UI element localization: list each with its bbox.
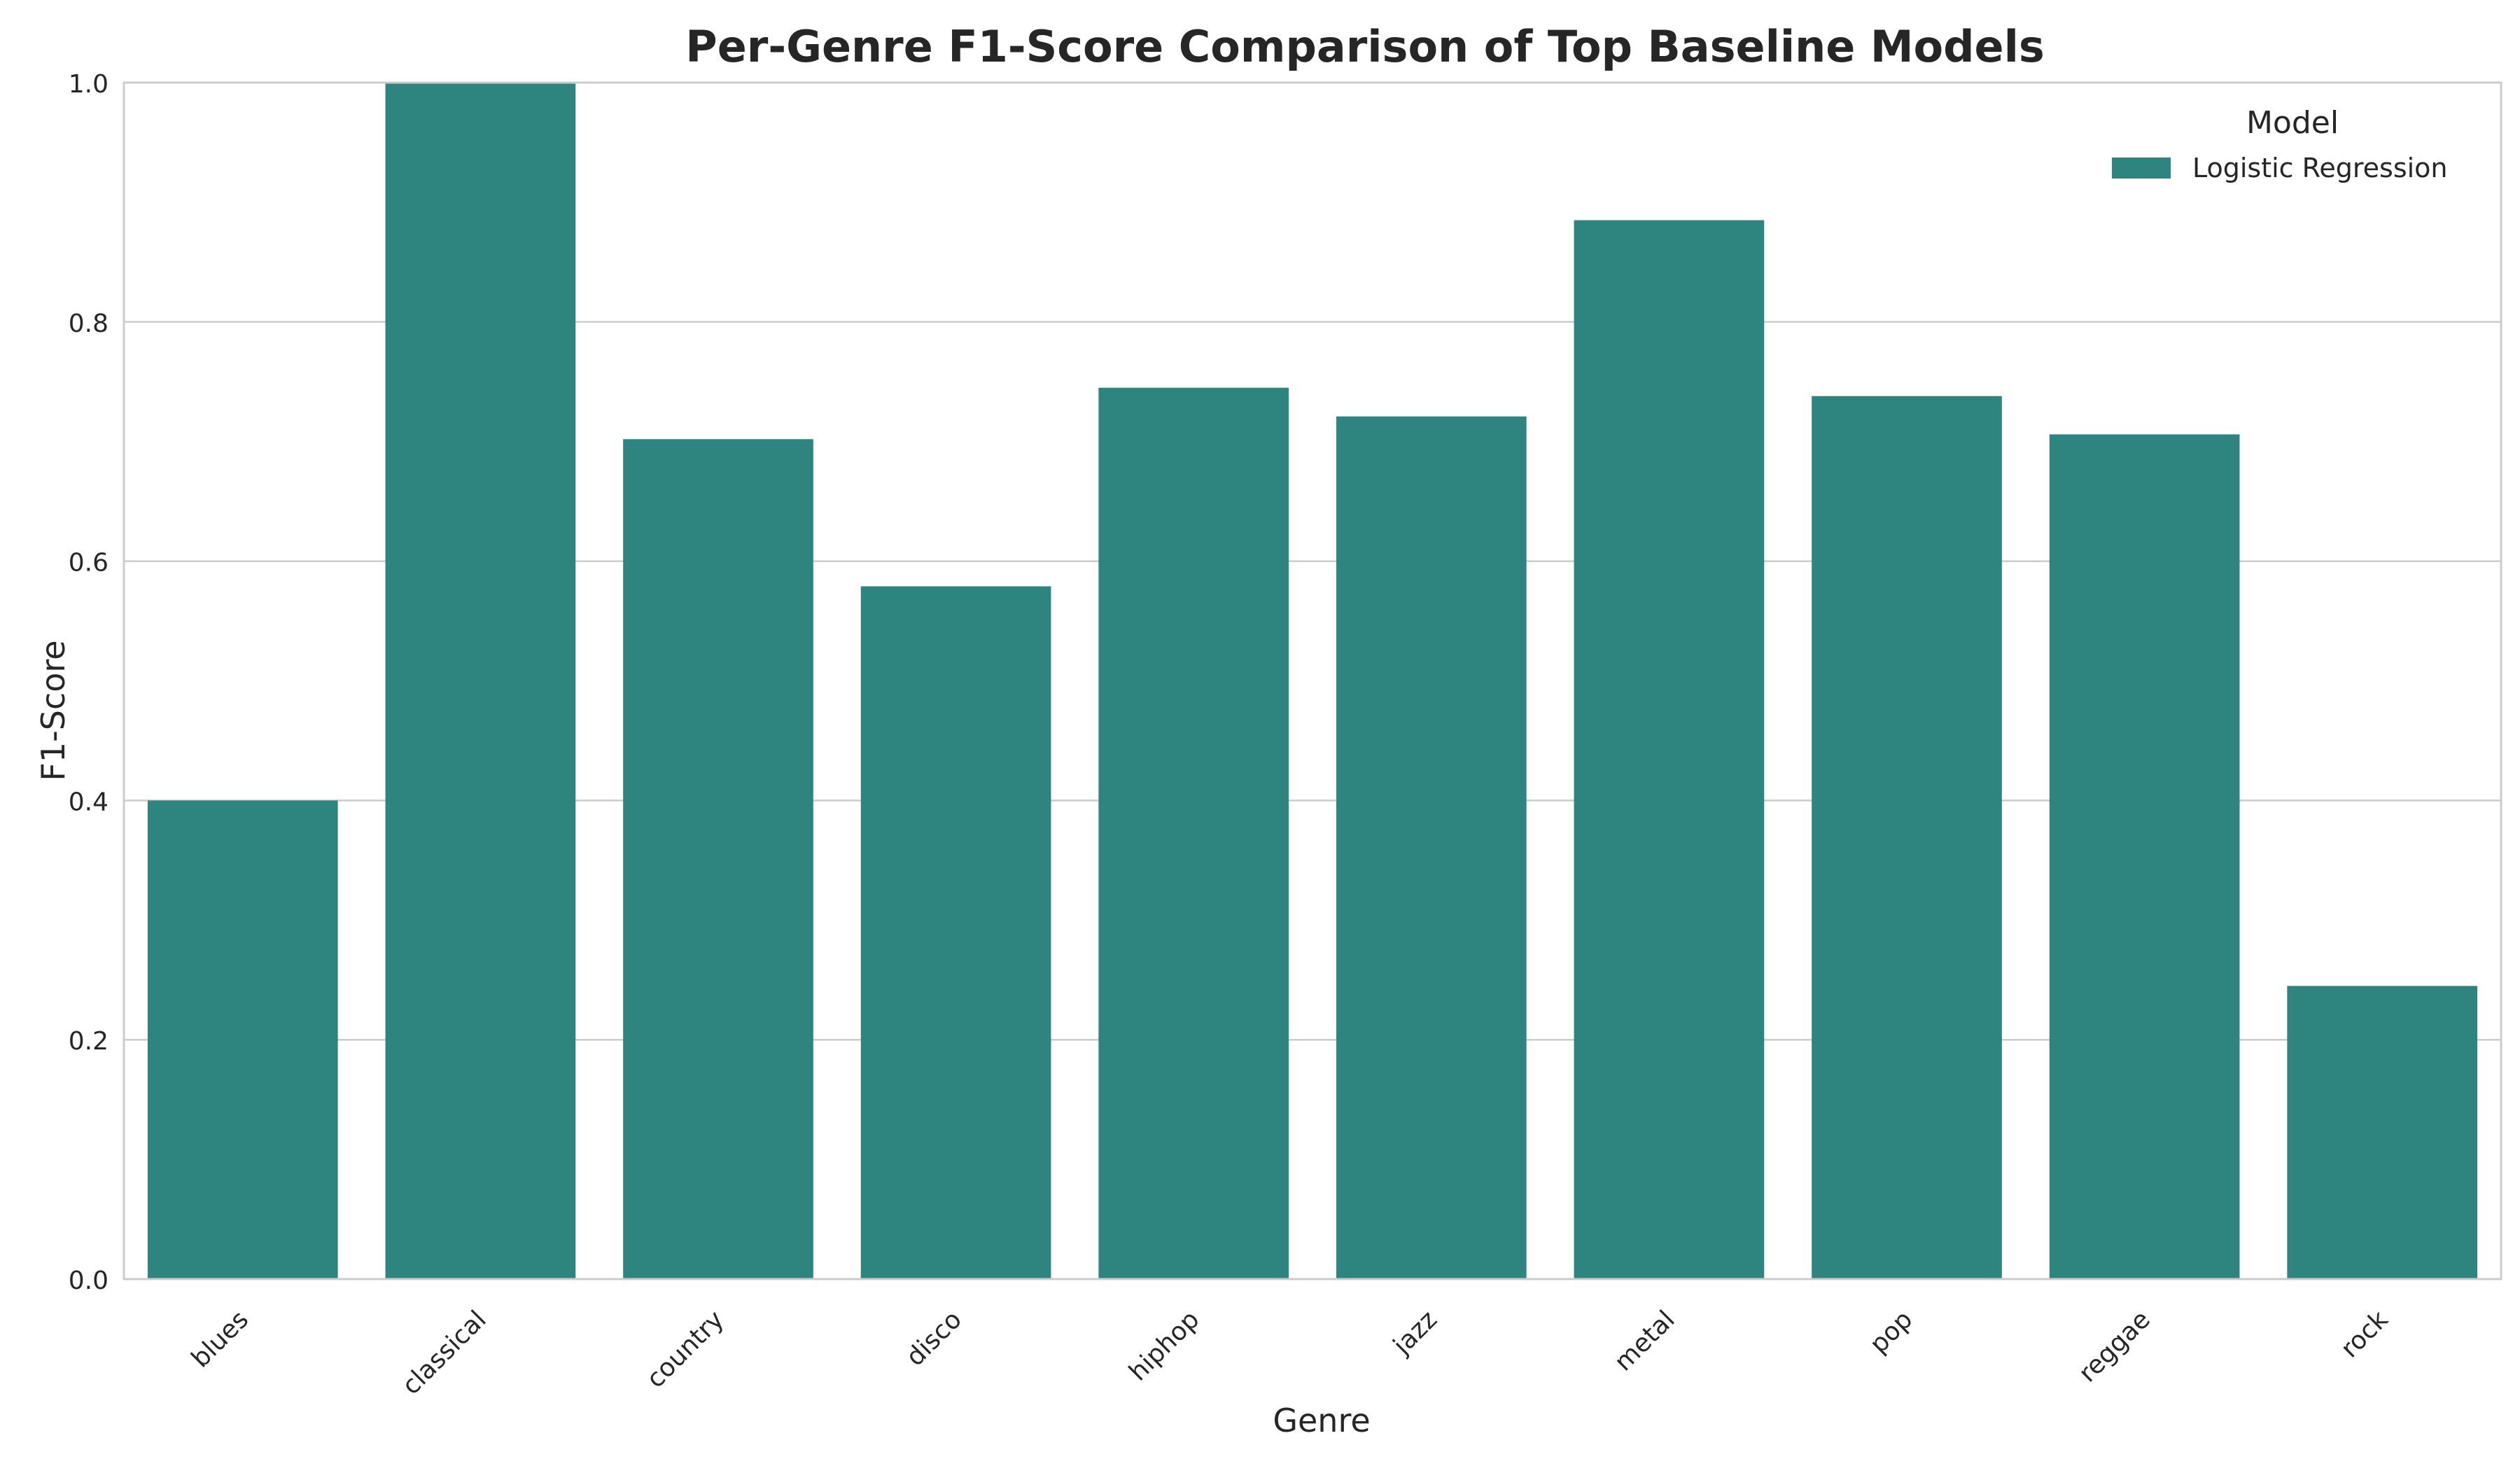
frame-layer	[122, 81, 2502, 1280]
y-tick-label: 0.4	[69, 788, 108, 816]
bar-disco	[860, 586, 1051, 1279]
bar-reggae	[2049, 434, 2240, 1279]
y-tick-label: 1.0	[69, 70, 108, 99]
bar-hiphop	[1098, 387, 1289, 1280]
legend: Model Logistic Regression	[2112, 105, 2448, 183]
bar-pop	[1812, 396, 2002, 1279]
y-tick-label: 0.6	[69, 549, 108, 578]
y-axis-label: F1-Score	[34, 640, 72, 781]
bar-rock	[2287, 986, 2478, 1279]
chart-title: Per-Genre F1-Score Comparison of Top Bas…	[685, 21, 2044, 72]
bar-jazz	[1336, 416, 1527, 1279]
legend-entries: Logistic Regression	[2112, 153, 2448, 183]
bar-classical	[385, 83, 576, 1279]
plot-frame	[122, 81, 2502, 1280]
y-axis-ticks: 0.0 0.2 0.4 0.6 0.8 1.0	[69, 70, 108, 1295]
bar-blues	[147, 800, 338, 1279]
legend-label: Logistic Regression	[2192, 153, 2448, 183]
y-tick-label: 0.0	[69, 1266, 108, 1295]
bar-metal	[1574, 220, 1765, 1279]
y-tick-label: 0.8	[69, 309, 108, 338]
y-tick-label: 0.2	[69, 1027, 108, 1056]
x-axis-label: Genre	[1273, 1402, 1370, 1439]
bar-country	[623, 439, 813, 1279]
bars-layer	[147, 83, 2478, 1280]
legend-swatch	[2112, 158, 2171, 179]
legend-title: Model	[2246, 105, 2339, 141]
